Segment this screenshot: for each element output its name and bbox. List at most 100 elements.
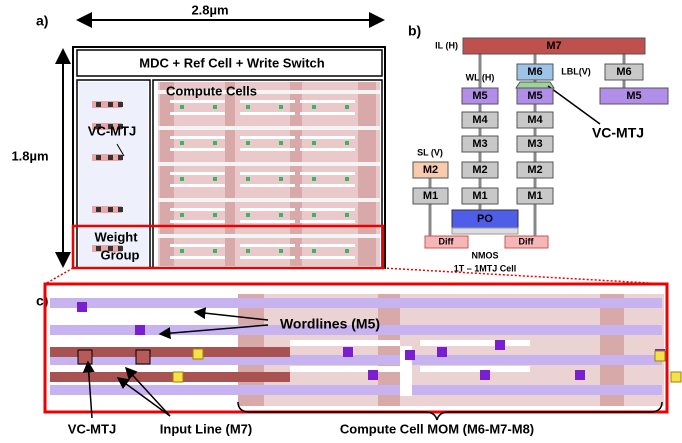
via [368,370,378,380]
via [345,249,349,253]
block-label: Weight [94,229,138,244]
via [135,325,145,335]
mtj-cell [108,102,113,107]
layer-label: M3 [527,138,542,150]
page: {"panel_a": {"label": "a)", "width": "2.… [0,0,682,443]
via [213,213,217,217]
finger [240,256,295,259]
wordline [158,234,380,238]
finger [240,136,295,139]
via [345,105,349,109]
finger [240,220,295,223]
mtj-cell [96,207,101,212]
via [213,249,217,253]
via [312,213,316,217]
panel-label: a) [36,13,48,29]
wordline [158,162,380,166]
layout-graphics [50,54,681,406]
wordline [158,198,380,202]
figure: a) 2.8µm 1.8µm MDC + Ref Cell + Write Sw… [0,0,682,443]
finger [300,148,355,151]
layer-label: M5 [626,90,641,102]
via [246,141,250,145]
height-label: 1.8µm [11,148,48,163]
annotation: Wordlines (M5) [280,316,380,332]
finger [300,184,355,187]
layer-label: M1 [423,190,438,202]
finger [170,256,225,259]
mtj-cell [96,102,101,107]
finger [240,100,295,103]
block-label: MDC + Ref Cell + Write Switch [139,55,324,70]
via [246,249,250,253]
pointer [118,378,170,416]
annotation: VC-MTJ [592,125,644,141]
via [343,347,353,357]
block-label: VC-MTJ [88,123,136,138]
finger [300,256,355,259]
annotation: Compute Cell MOM (M6-M7-M8) [340,421,534,436]
mtj-cell [96,155,101,160]
via [180,177,184,181]
finger [170,220,225,223]
contact [671,372,681,382]
via [213,141,217,145]
metal-column [358,82,376,266]
gate-oxide [452,228,518,234]
via [180,249,184,253]
via [480,370,490,380]
finger [240,244,295,247]
finger [290,366,400,372]
finger [300,172,355,175]
via [180,105,184,109]
finger [300,136,355,139]
finger [240,148,295,151]
finger [300,244,355,247]
finger [240,112,295,115]
via [345,213,349,217]
mtj [78,350,92,364]
layer-label: M1 [472,190,487,202]
via [77,302,87,312]
layer-label: M6 [616,66,631,78]
layer-label: M6 [527,66,542,78]
via [575,370,585,380]
zoom-line [383,268,667,284]
annotation: VC-MTJ [68,421,116,436]
finger [170,136,225,139]
layer-label: WL (H) [466,72,495,82]
input-line-m7 [50,372,290,382]
mtj-cell [108,155,113,160]
layer-label: M7 [546,40,561,52]
via [246,105,250,109]
finger [300,100,355,103]
via [213,177,217,181]
via [405,350,415,360]
layer-label: PO [477,213,493,225]
via [279,249,283,253]
via [279,177,283,181]
panel-label: c) [36,293,48,309]
via [279,105,283,109]
mtj [136,350,150,364]
layer-label: IL (H) [435,40,458,50]
mtj-cell [118,102,123,107]
wordline-m5 [50,385,662,395]
finger [170,112,225,115]
block-label: Compute Cells [166,83,257,98]
layer-label: Diff [519,236,535,246]
via [213,105,217,109]
layer-label: LBL(V) [561,66,591,76]
layer-label: SL (V) [417,147,443,157]
via [495,340,505,350]
caption: 1T – 1MTJ Cell [454,263,517,273]
via [312,141,316,145]
finger [170,184,225,187]
mtj-cell [108,207,113,212]
via [180,141,184,145]
layer-label: M2 [472,164,487,176]
via [279,213,283,217]
via [180,213,184,217]
contact [193,349,203,359]
layer-label: M2 [527,164,542,176]
